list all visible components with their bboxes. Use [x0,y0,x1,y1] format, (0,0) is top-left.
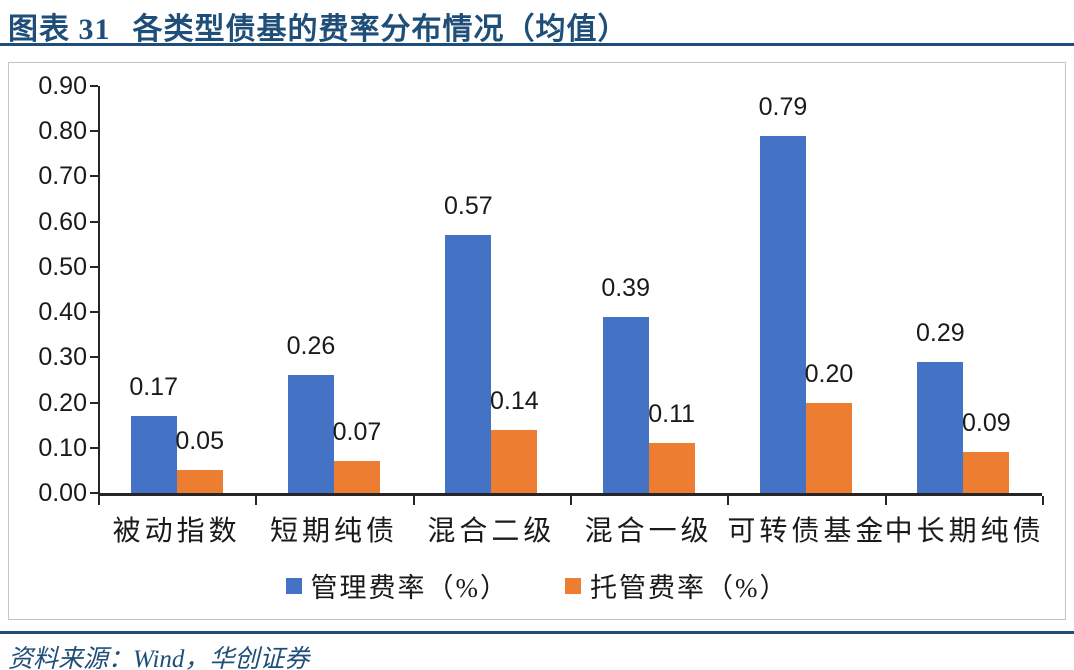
y-axis-tick-label: 0.30 [38,343,87,372]
x-axis-category-label: 混合一级 [584,516,713,547]
y-axis-tick-mark [90,265,98,268]
bar-management [445,235,492,493]
x-axis-category-label: 可转债基金 [727,516,888,547]
y-axis-tick-label: 0.50 [38,252,87,281]
y-axis-tick-label: 0.70 [38,162,87,191]
bar-management [602,316,649,493]
bar-management [917,361,964,493]
data-label: 0.26 [286,332,336,361]
data-label: 0.14 [489,386,539,415]
bar-management [288,375,334,493]
x-axis-category-label: 中长期纯债 [884,516,1045,547]
data-label: 0.07 [332,418,382,447]
x-axis-tick-mark [412,496,415,505]
data-label: 0.39 [601,273,650,302]
x-axis-tick-mark [570,496,572,505]
x-axis-tick-mark [98,496,100,505]
y-axis-tick-label: 0.40 [38,298,87,327]
x-axis-line [98,493,1042,496]
data-label: 0.57 [443,192,493,221]
legend-label: 管理费率（%） [310,573,509,603]
x-axis-tick-mark [1042,496,1044,505]
y-axis-tick-mark [90,220,98,223]
y-axis-tick-mark [90,311,98,314]
legend-label: 托管费率（%） [590,573,789,603]
y-axis-tick-mark [90,492,98,494]
y-axis-tick-label: 0.60 [38,207,87,236]
y-axis-tick-mark [90,85,98,87]
x-axis-tick-mark [255,496,258,505]
chart-legend: 管理费率（%） 托管费率（%） [9,566,1065,605]
legend-swatch-icon [285,577,302,594]
bar-chart: 管理费率（%） 托管费率（%） 0.00 0.10 0.20 0.30 0.40 0.50 0… [8,62,1066,620]
data-label: 0.17 [129,373,178,402]
x-axis-category-label: 被动指数 [112,516,241,547]
bar-custody [806,402,852,493]
x-axis-category-label: 短期纯债 [269,516,398,547]
legend-item: 托管费率（%） [565,566,789,605]
y-axis-line [98,86,100,496]
data-label: 0.11 [648,400,696,429]
y-axis-tick-label: 0.90 [38,72,87,100]
y-axis-tick-label: 0.10 [38,433,87,462]
bar-management [130,416,177,493]
x-axis-tick-mark [884,496,887,505]
y-axis-tick-mark [90,356,98,359]
bar-custody [176,470,223,493]
title-divider-line [0,43,1074,46]
y-axis-tick-label: 0.20 [38,388,87,417]
data-label: 0.20 [804,359,854,388]
figure-title: 图表 31 各类型债基的费率分布情况（均值） [8,4,629,48]
data-source-note: 资料来源：Wind，华创证券 [8,646,310,670]
y-axis-tick-mark [90,175,98,178]
bar-custody [491,429,538,493]
y-axis-tick-label: 0.00 [38,479,87,507]
y-axis-tick-label: 0.80 [38,117,87,146]
bar-custody [648,443,695,493]
x-axis-category-label: 混合二级 [427,516,556,547]
y-axis-tick-mark [90,401,98,404]
x-axis-tick-mark [727,496,730,505]
y-axis-tick-mark [90,446,98,449]
legend-swatch-icon [565,577,581,594]
bar-custody [334,461,380,493]
bar-management [760,135,806,493]
data-label: 0.29 [915,318,965,347]
footer-divider-line [0,631,1074,634]
legend-item: 管理费率（%） [285,566,510,605]
data-label: 0.09 [961,409,1011,438]
y-axis-tick-mark [90,130,98,133]
figure-number: 图表 31 [8,13,111,46]
bar-custody [963,452,1010,493]
data-label: 0.79 [758,92,808,121]
data-label: 0.05 [175,427,224,456]
figure-caption: 各类型债基的费率分布情况（均值） [132,13,629,46]
